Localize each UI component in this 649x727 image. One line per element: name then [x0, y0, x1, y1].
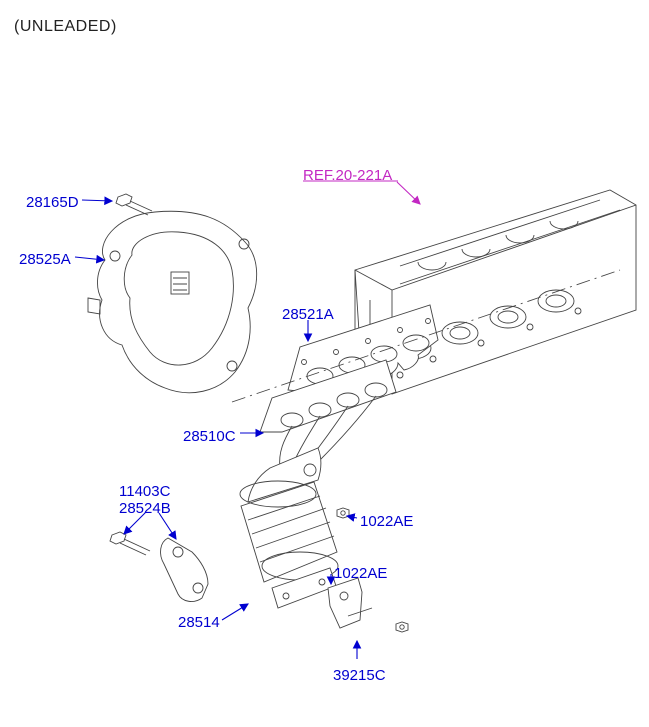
- drawing-layer: [0, 0, 649, 727]
- leader-REF: [397, 182, 420, 204]
- part-bolt-11403C: [110, 532, 150, 555]
- callout-28525A[interactable]: 28525A: [19, 251, 71, 269]
- part-bracket-sensor: [328, 578, 372, 628]
- callout-28524B[interactable]: 28524B: [119, 500, 171, 518]
- callout-28165D[interactable]: 28165D: [26, 194, 79, 212]
- callout-1022AE-a[interactable]: 1022AE: [360, 513, 413, 531]
- leader-1022AE-a: [347, 516, 357, 518]
- part-bolt-28165D: [116, 194, 152, 215]
- callout-28514[interactable]: 28514: [178, 614, 220, 632]
- callout-28521A[interactable]: 28521A: [282, 306, 334, 324]
- part-heat-shield: [88, 211, 257, 393]
- leader-28525A: [75, 257, 104, 260]
- callout-28510C[interactable]: 28510C: [183, 428, 236, 446]
- leader-28165D: [82, 200, 112, 201]
- leader-28514: [222, 604, 248, 620]
- callout-1022AE-b[interactable]: 1022AE: [334, 565, 387, 583]
- diagram-canvas: (UNLEADED): [0, 0, 649, 727]
- callout-39215C[interactable]: 39215C: [333, 667, 386, 685]
- part-bracket-lower: [161, 538, 208, 601]
- callout-REF-20-221A[interactable]: REF.20-221A: [303, 167, 392, 185]
- part-nut-1022AE-b: [396, 622, 408, 632]
- callout-11403C[interactable]: 11403C: [119, 483, 170, 501]
